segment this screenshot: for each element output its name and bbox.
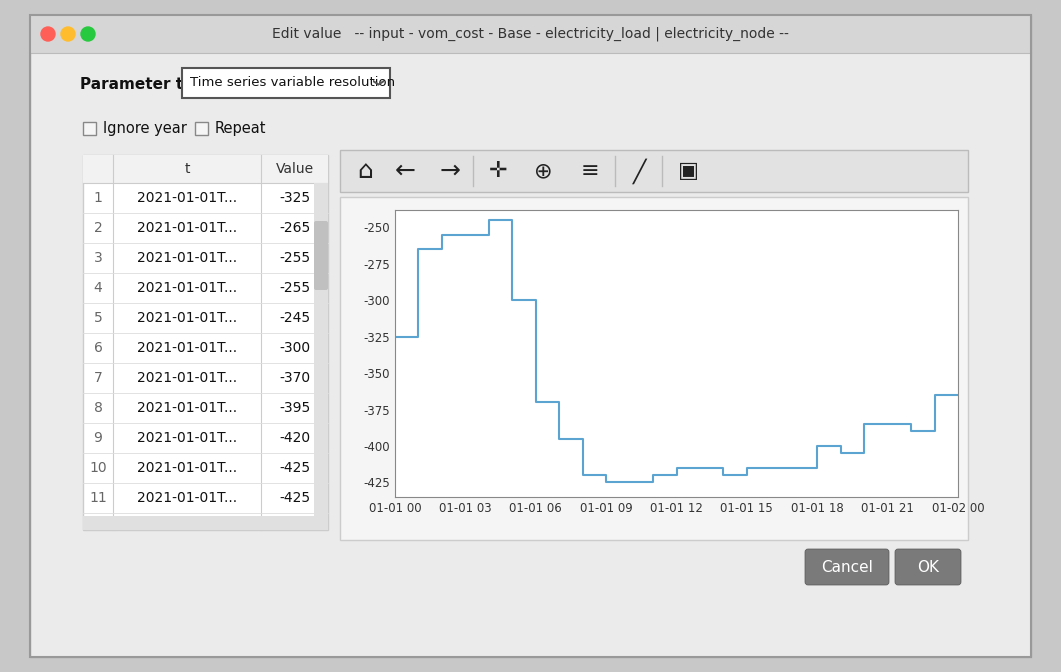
Text: Time series variable resolution: Time series variable resolution bbox=[190, 77, 395, 89]
Text: 8: 8 bbox=[93, 401, 103, 415]
Text: ⌂: ⌂ bbox=[358, 159, 372, 183]
Bar bbox=[83, 155, 328, 183]
Text: 10: 10 bbox=[89, 461, 107, 475]
Text: 6: 6 bbox=[93, 341, 103, 355]
Text: Ignore year: Ignore year bbox=[103, 121, 187, 136]
Text: ≡: ≡ bbox=[580, 161, 599, 181]
Text: 7: 7 bbox=[93, 371, 102, 385]
Text: Repeat: Repeat bbox=[215, 121, 266, 136]
Text: Value: Value bbox=[276, 162, 314, 176]
Text: 3: 3 bbox=[93, 251, 102, 265]
Text: -300: -300 bbox=[279, 341, 310, 355]
FancyBboxPatch shape bbox=[895, 549, 961, 585]
Text: -420: -420 bbox=[279, 431, 310, 445]
Text: 2021-01-01T...: 2021-01-01T... bbox=[137, 341, 237, 355]
Text: ❯: ❯ bbox=[370, 79, 382, 87]
Text: 2021-01-01T...: 2021-01-01T... bbox=[137, 281, 237, 295]
Text: Cancel: Cancel bbox=[821, 560, 873, 575]
Text: -265: -265 bbox=[279, 221, 310, 235]
Text: 9: 9 bbox=[93, 431, 103, 445]
Bar bbox=[182, 68, 390, 98]
Text: Edit value   -- input - vom_cost - Base - electricity_load | electricity_node --: Edit value -- input - vom_cost - Base - … bbox=[272, 27, 789, 41]
Bar bbox=[83, 516, 314, 530]
Text: 5: 5 bbox=[93, 311, 102, 325]
Text: ⊕: ⊕ bbox=[534, 161, 553, 181]
FancyBboxPatch shape bbox=[805, 549, 889, 585]
Text: -395: -395 bbox=[279, 401, 310, 415]
Text: Parameter type: Parameter type bbox=[80, 77, 214, 93]
Text: -245: -245 bbox=[279, 311, 310, 325]
Text: 2: 2 bbox=[93, 221, 102, 235]
Text: t: t bbox=[185, 162, 190, 176]
Text: 2021-01-01T...: 2021-01-01T... bbox=[137, 191, 237, 205]
Text: →: → bbox=[439, 159, 460, 183]
Text: 2021-01-01T...: 2021-01-01T... bbox=[137, 491, 237, 505]
Text: 2021-01-01T...: 2021-01-01T... bbox=[137, 371, 237, 385]
Text: -255: -255 bbox=[279, 251, 310, 265]
Bar bbox=[340, 150, 968, 192]
Text: ╱: ╱ bbox=[633, 158, 647, 184]
Text: 2021-01-01T...: 2021-01-01T... bbox=[137, 251, 237, 265]
Text: 1: 1 bbox=[93, 191, 103, 205]
Circle shape bbox=[41, 27, 55, 41]
Circle shape bbox=[81, 27, 95, 41]
Text: -325: -325 bbox=[279, 191, 310, 205]
Text: 2021-01-01T...: 2021-01-01T... bbox=[137, 221, 237, 235]
Text: 11: 11 bbox=[89, 491, 107, 505]
Text: 4: 4 bbox=[93, 281, 102, 295]
Text: 2021-01-01T...: 2021-01-01T... bbox=[137, 461, 237, 475]
Text: -425: -425 bbox=[279, 491, 310, 505]
Text: 2021-01-01T...: 2021-01-01T... bbox=[137, 311, 237, 325]
Text: ✛: ✛ bbox=[489, 161, 507, 181]
Text: 2021-01-01T...: 2021-01-01T... bbox=[137, 401, 237, 415]
FancyBboxPatch shape bbox=[314, 221, 328, 290]
Text: 2021-01-01T...: 2021-01-01T... bbox=[137, 431, 237, 445]
Bar bbox=[83, 122, 95, 135]
Text: -255: -255 bbox=[279, 281, 310, 295]
Text: ←: ← bbox=[395, 159, 416, 183]
Bar bbox=[195, 122, 208, 135]
Bar bbox=[30, 15, 1031, 53]
Bar bbox=[83, 155, 328, 530]
Text: ▣: ▣ bbox=[678, 161, 698, 181]
Bar bbox=[340, 197, 968, 540]
Circle shape bbox=[60, 27, 75, 41]
Text: -370: -370 bbox=[279, 371, 310, 385]
Bar bbox=[314, 183, 328, 530]
Text: OK: OK bbox=[917, 560, 939, 575]
Text: -425: -425 bbox=[279, 461, 310, 475]
